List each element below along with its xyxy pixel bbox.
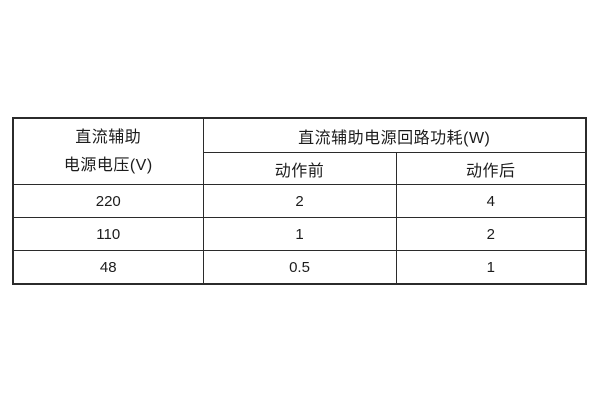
voltage-header-line1: 直流辅助 [75, 128, 142, 146]
voltage-value: 48 [12, 250, 204, 285]
after-value: 4 [395, 184, 587, 218]
power-consumption-group-header: 直流辅助电源回路功耗(W) [202, 117, 587, 153]
after-operation-header: 动作后 [395, 152, 587, 185]
before-value: 0.5 [202, 250, 397, 285]
voltage-value: 110 [12, 217, 204, 251]
table-row-220v: 220 2 4 [12, 184, 587, 218]
after-value: 1 [395, 250, 587, 285]
table-row-110v: 110 1 2 [12, 217, 587, 251]
power-consumption-table: 直流辅助 电源电压(V) 直流辅助电源回路功耗(W) 动作前 动作后 220 2… [12, 117, 588, 285]
table-row-48v: 48 0.5 1 [12, 250, 587, 285]
after-value: 2 [395, 217, 587, 251]
table-header-row-1: 直流辅助 电源电压(V) 直流辅助电源回路功耗(W) [12, 117, 587, 185]
table-header-row-2: 动作前 动作后 [13, 152, 587, 185]
before-value: 2 [202, 184, 397, 218]
voltage-value: 220 [12, 184, 204, 218]
voltage-header-line2: 电源电压(V) [63, 156, 153, 174]
before-value: 1 [202, 217, 397, 251]
voltage-column-header: 直流辅助 电源电压(V) [12, 117, 204, 185]
before-operation-header: 动作前 [202, 152, 397, 185]
